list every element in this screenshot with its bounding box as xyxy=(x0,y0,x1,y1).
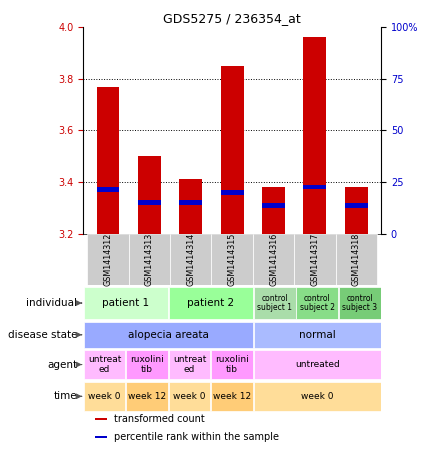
Text: GSM1414312: GSM1414312 xyxy=(103,233,113,286)
Bar xyxy=(345,203,367,207)
Bar xyxy=(254,382,381,411)
Bar xyxy=(254,287,296,319)
Bar xyxy=(336,234,377,285)
Text: week 12: week 12 xyxy=(128,392,166,401)
Bar xyxy=(345,187,367,234)
Text: GSM1414316: GSM1414316 xyxy=(269,233,278,286)
Bar xyxy=(180,179,202,234)
Text: agent: agent xyxy=(47,360,77,370)
Bar xyxy=(180,200,202,205)
Bar xyxy=(169,350,210,379)
Text: week 0: week 0 xyxy=(88,392,121,401)
Title: GDS5275 / 236354_at: GDS5275 / 236354_at xyxy=(163,12,301,24)
Bar xyxy=(211,382,253,411)
Bar xyxy=(84,350,125,379)
Text: normal: normal xyxy=(299,330,336,340)
Bar xyxy=(262,203,285,207)
Bar xyxy=(262,187,285,234)
Text: individual: individual xyxy=(26,298,77,308)
Text: week 0: week 0 xyxy=(301,392,333,401)
Bar xyxy=(254,322,381,347)
Bar xyxy=(254,350,381,379)
Text: disease state: disease state xyxy=(8,330,77,340)
Text: alopecia areata: alopecia areata xyxy=(128,330,209,340)
Text: week 0: week 0 xyxy=(173,392,206,401)
Bar xyxy=(169,287,253,319)
Text: control
subject 2: control subject 2 xyxy=(300,294,335,313)
Bar xyxy=(297,287,338,319)
Bar xyxy=(339,287,381,319)
Bar xyxy=(253,234,294,285)
Text: untreat
ed: untreat ed xyxy=(173,355,206,374)
Bar xyxy=(138,156,161,234)
Bar xyxy=(221,190,244,195)
Text: patient 1: patient 1 xyxy=(102,298,149,308)
Bar xyxy=(97,188,120,192)
Bar xyxy=(294,234,336,285)
Bar xyxy=(138,200,161,205)
Text: control
subject 3: control subject 3 xyxy=(342,294,378,313)
Text: GSM1414318: GSM1414318 xyxy=(352,233,361,286)
Text: time: time xyxy=(53,391,77,401)
Bar xyxy=(304,185,326,189)
Bar xyxy=(126,350,168,379)
Text: ruxolini
tib: ruxolini tib xyxy=(215,355,249,374)
Bar xyxy=(221,66,244,234)
Text: GSM1414313: GSM1414313 xyxy=(145,233,154,286)
Text: control
subject 1: control subject 1 xyxy=(257,294,292,313)
Text: percentile rank within the sample: percentile rank within the sample xyxy=(114,432,279,442)
Text: GSM1414314: GSM1414314 xyxy=(186,233,195,286)
Bar xyxy=(84,287,168,319)
Bar xyxy=(170,234,212,285)
Bar xyxy=(95,436,106,438)
Bar xyxy=(84,322,253,347)
Bar xyxy=(304,38,326,234)
Bar xyxy=(87,234,129,285)
Bar xyxy=(126,382,168,411)
Text: untreated: untreated xyxy=(295,360,339,369)
Text: patient 2: patient 2 xyxy=(187,298,234,308)
Bar xyxy=(97,87,120,234)
Text: untreat
ed: untreat ed xyxy=(88,355,121,374)
Text: ruxolini
tib: ruxolini tib xyxy=(130,355,164,374)
Bar xyxy=(129,234,170,285)
Text: transformed count: transformed count xyxy=(114,414,205,424)
Text: GSM1414317: GSM1414317 xyxy=(311,233,319,286)
Text: GSM1414315: GSM1414315 xyxy=(228,233,237,286)
Bar xyxy=(84,382,125,411)
Bar xyxy=(212,234,253,285)
Bar xyxy=(211,350,253,379)
Bar xyxy=(95,418,106,420)
Bar xyxy=(169,382,210,411)
Text: week 12: week 12 xyxy=(213,392,251,401)
